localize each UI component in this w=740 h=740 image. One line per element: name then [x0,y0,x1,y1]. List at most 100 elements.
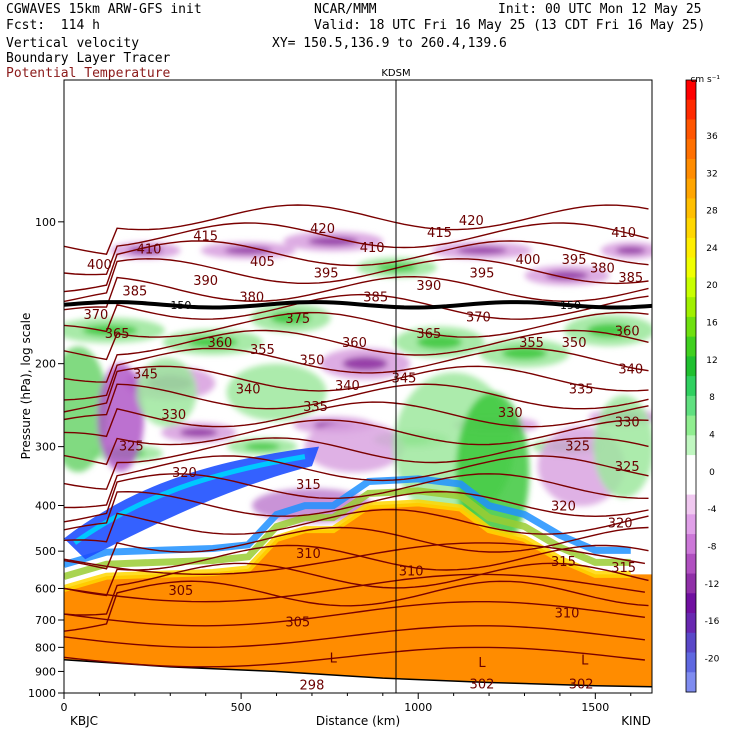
theta-label: 395 [314,266,339,281]
colorbar-segment [686,632,696,654]
theta-label: 385 [122,285,147,300]
theta-label: 335 [569,383,594,398]
init-time: Init: 00 UTC Mon 12 May 25 [498,2,702,17]
colorbar-segment [686,139,696,160]
tracer-edge-band [64,475,631,568]
colorbar-segment [686,435,696,456]
x-axis: 0 500 1000 1500 [61,693,632,714]
theta-label: 345 [392,372,417,387]
colorbar-segment [686,277,696,298]
colorbar-segment [686,356,696,377]
station-kdsm: KDSM [381,68,410,79]
colorbar-label: -4 [708,505,717,515]
theta-label: 360 [342,336,367,351]
lower-wave-region [593,395,652,499]
theta-line [64,544,649,597]
y-tick-label: 200 [35,358,56,371]
theta-label: 410 [360,241,385,256]
theta-label: 375 [285,312,310,327]
forecast-hour: Fcst: 114 h [6,18,100,33]
updraft-core [501,346,547,360]
theta-label: 298 [300,679,325,694]
colorbar-segment [686,376,696,397]
theta-label: 385 [363,290,388,305]
colorbar-segment [686,455,696,476]
theta-label: 310 [296,547,321,562]
updraft-core [586,323,632,338]
theta-label: 310 [399,565,424,580]
colorbar-segment [686,198,696,219]
colorbar-segment [686,593,696,614]
theta-line [64,275,649,311]
theta-line [64,240,649,293]
theta-line [64,401,649,438]
theta-label: L [330,651,338,666]
colorbar-segment [686,297,696,318]
colorbar-segment [686,395,696,417]
colorbar-segment [686,80,696,101]
theta-label: 315 [551,555,576,570]
theta-label: 325 [615,460,640,475]
theta-label: 410 [137,243,162,258]
theta-label: 395 [470,266,495,281]
colorbar-segment [686,573,696,594]
downdraft-core [456,246,507,255]
theta-line [64,562,649,616]
downdraft-core [308,236,359,246]
theta-line [64,311,649,361]
theta-line [64,204,649,255]
theta-label: 390 [193,274,218,289]
theta-label: 335 [303,400,328,415]
theta-label: 330 [615,415,640,430]
theta-label: 325 [119,439,144,454]
center-name: NCAR/MMM [314,2,377,17]
colorbar-frame [685,79,697,693]
theta-label: 350 [300,354,325,369]
theta-label: 390 [416,279,441,294]
theta-line [64,526,649,570]
x-tick-label: 1500 [581,701,609,714]
theta-label: 315 [296,478,321,493]
updraft-core [82,324,138,337]
station-kbjc: KBJC [70,714,98,728]
field-potential-temperature: Potential Temperature [6,66,171,81]
theta-label: 325 [565,439,590,454]
colorbar-label: 28 [706,207,718,217]
theta-line [64,455,649,509]
colorbar-label: 12 [706,356,717,366]
theta-line [64,508,649,543]
theta-label: 350 [562,336,587,351]
y-tick-label: 100 [35,216,56,229]
colorbar-segment [686,119,696,140]
valid-time: Valid: 18 UTC Fri 16 May 25 (13 CDT Fri … [314,18,706,33]
updraft-core [416,335,462,349]
plume-core [73,454,306,545]
theta-label: 420 [459,214,484,229]
theta-label: 385 [618,271,643,286]
colorbar-label: 20 [706,281,718,291]
theta-line [64,347,649,401]
downdraft-core [545,271,589,280]
y-axis: 100 200 300 400 500 600 700 800 900 1000 [28,216,64,700]
theta-label: 360 [615,324,640,339]
tracer-edge-band [64,487,631,580]
theta-label: 400 [516,253,541,268]
theta-line [64,542,646,576]
theta-label: 320 [551,500,576,515]
theta-label: 320 [608,517,633,532]
tropopause-label: 150 [560,299,581,312]
theta-label: 415 [427,226,452,241]
field-boundary-layer-tracer: Boundary Layer Tracer [6,51,171,66]
colorbar-segment [686,534,696,555]
downdraft-core [127,246,163,255]
colorbar-segment [686,257,696,278]
theta-line [64,383,649,421]
theta-line [64,419,649,466]
y-tick-label: 900 [35,665,56,678]
colorbar-label: -12 [705,580,720,590]
colorbar-segment [686,672,696,693]
lower-wave-region [64,346,109,473]
colorbar-segment [686,652,696,673]
theta-line [64,573,646,603]
vertical-velocity-colorbar: 36 32 28 24 20 16 12 8 4 0 -4 -8 -12 -16 -20 [685,79,720,693]
